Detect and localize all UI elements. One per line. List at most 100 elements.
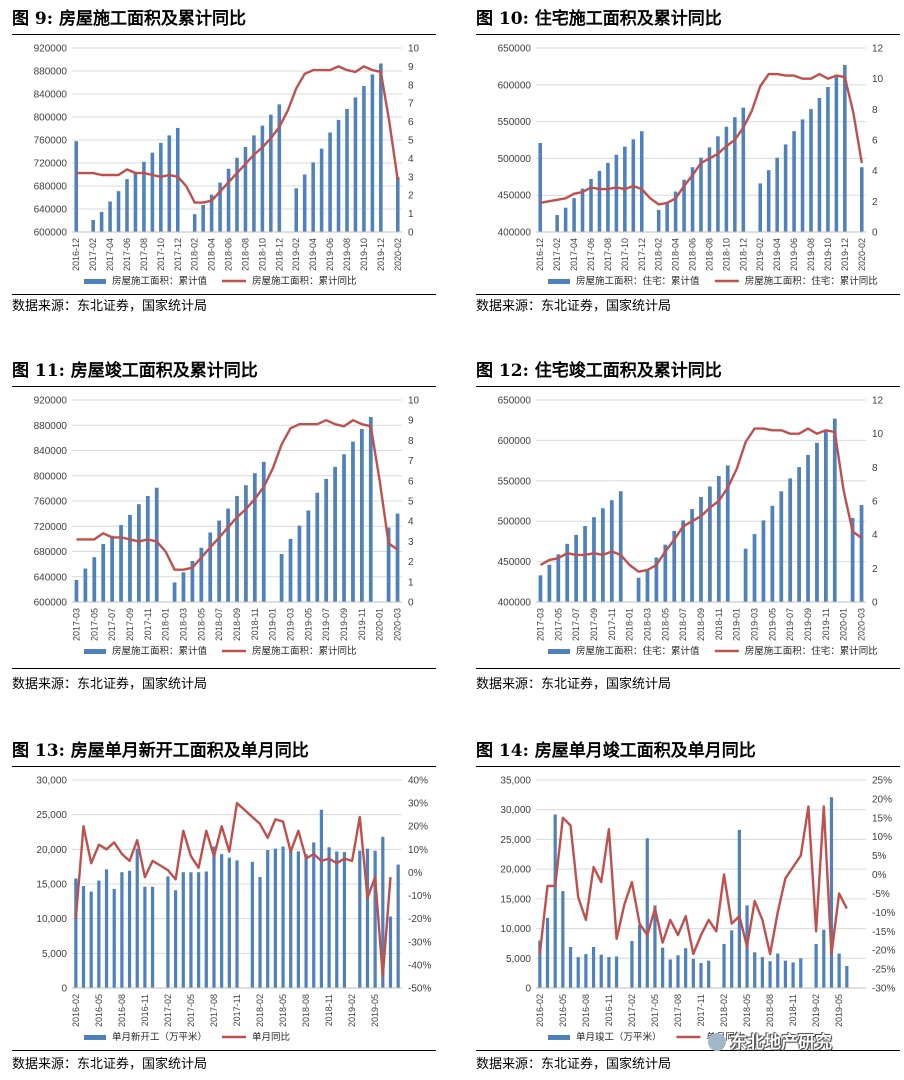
bar	[297, 525, 302, 602]
bar	[580, 188, 585, 232]
figure-14-svg: 0 5,000 10,000 15,000 20,000 25,000 30,000 35,0…	[500, 776, 895, 1044]
x-tick-label: 2018-12	[274, 238, 284, 271]
x-tick-label: 2017-08	[209, 994, 219, 1027]
y-right-tick-label: 20%	[872, 794, 892, 805]
x-tick-label: 2018-10	[721, 238, 731, 271]
bar	[837, 953, 841, 988]
bar	[637, 925, 642, 988]
bar	[324, 478, 329, 602]
bar	[538, 940, 542, 988]
bar	[538, 575, 543, 602]
y-right-tick-label: 2	[872, 564, 878, 575]
x-tick-label: 2017-08	[603, 238, 613, 271]
y-right-tick-label: 7	[408, 456, 414, 467]
bar	[859, 505, 864, 602]
x-tick-label: 2019-07	[785, 608, 795, 641]
y-right-tick-label: 4	[408, 517, 414, 528]
bar	[823, 430, 828, 602]
figure-13-source: 数据来源：东北证券，国家统计局	[12, 1057, 208, 1072]
x-tick-label: 2018-03	[642, 608, 652, 641]
bar	[277, 104, 282, 232]
bar	[227, 857, 231, 988]
figure-11-chart: 600000 640000 680000 720000 760000 800000 8400…	[12, 388, 436, 664]
y-left-tick-label: 760000	[34, 136, 68, 147]
x-tick-label: 2017-05	[186, 994, 196, 1027]
bar	[699, 157, 703, 232]
x-tick-label: 2019-05	[834, 994, 844, 1027]
bar	[783, 144, 788, 232]
figure-12-source-rule	[476, 668, 900, 669]
y-left-tick-label: 500000	[498, 154, 532, 165]
bar	[81, 886, 86, 988]
bar	[319, 148, 324, 232]
y-left-tick-label: 680000	[34, 182, 68, 193]
figure-11-svg: 600000 640000 680000 720000 760000 800000 8400…	[34, 396, 420, 658]
bar	[74, 141, 79, 232]
bar	[258, 877, 262, 988]
legend-bar-label: 房屋施工面积：住宅：累计值	[576, 645, 700, 657]
bar	[653, 905, 657, 988]
x-tick-label: 2018-02	[190, 238, 200, 271]
bar	[555, 215, 559, 232]
bar	[304, 854, 308, 988]
x-tick-label: 2019-11	[357, 608, 367, 640]
y-left-tick-label: 600000	[498, 80, 532, 91]
bar	[792, 131, 796, 232]
bar	[656, 209, 661, 232]
bar	[733, 117, 737, 232]
y-right-tick-label: -40%	[408, 960, 431, 971]
legend-line-label: 房屋施工面积：住宅：累计同比	[745, 645, 878, 657]
bar	[302, 174, 307, 232]
x-tick-label: 2019-11	[821, 608, 831, 640]
series-line	[76, 419, 399, 571]
bar	[311, 162, 315, 232]
bar	[218, 182, 222, 232]
bar	[266, 850, 270, 988]
bar	[365, 848, 370, 988]
bar	[351, 441, 355, 602]
x-tick-label: 2018-08	[765, 994, 775, 1027]
bar	[173, 890, 178, 988]
bar	[333, 466, 337, 602]
y-left-tick-label: 720000	[34, 522, 68, 533]
x-tick-label: 2017-11	[143, 608, 153, 640]
figure-13-title: 图 13: 房屋单月新开工面积及单月同比	[12, 738, 436, 767]
bar	[799, 958, 803, 988]
bar	[252, 135, 256, 232]
y-left-tick-label: 600000	[498, 436, 532, 447]
x-tick-label: 2017-10	[156, 238, 166, 271]
legend-bar-swatch	[548, 1035, 570, 1040]
y-left-tick-label: 920000	[34, 396, 68, 407]
x-tick-label: 2019-08	[342, 238, 352, 271]
y-right-tick-label: -20%	[408, 914, 431, 925]
x-tick-label: 2019-05	[370, 994, 380, 1027]
y-left-tick-label: 20,000	[500, 865, 531, 876]
x-tick-label: 2018-06	[224, 238, 234, 271]
x-tick-label: 2018-01	[625, 608, 635, 641]
series-line	[74, 801, 392, 978]
y-left-tick-label: 5,000	[42, 949, 67, 960]
x-tick-label: 2019-07	[321, 608, 331, 641]
bar	[730, 930, 734, 988]
y-left-tick-label: 30,000	[500, 805, 531, 816]
x-tick-label: 2020-02	[857, 238, 867, 271]
bar	[166, 876, 170, 988]
bar	[761, 520, 766, 602]
figure-10-title: 图 10: 住宅施工面积及累计同比	[476, 6, 900, 35]
y-left-tick-label: 0	[525, 984, 531, 995]
y-right-tick-label: 5	[408, 497, 414, 508]
bar	[672, 530, 677, 602]
y-left-tick-label: 15,000	[500, 894, 531, 905]
figure-12-title: 图 12: 住宅竣工面积及累计同比	[476, 358, 900, 387]
bar	[336, 119, 341, 232]
x-tick-label: 2018-09	[696, 608, 706, 641]
x-tick-label: 2020-03	[393, 608, 403, 641]
bar	[850, 517, 855, 602]
y-right-tick-label: 40%	[408, 776, 428, 787]
bar	[708, 486, 712, 602]
figure-10-source-rule	[476, 294, 900, 295]
bar	[217, 520, 222, 602]
y-right-tick-label: 2	[872, 197, 878, 208]
y-right-tick-label: 30%	[408, 799, 428, 810]
bar	[226, 508, 230, 602]
